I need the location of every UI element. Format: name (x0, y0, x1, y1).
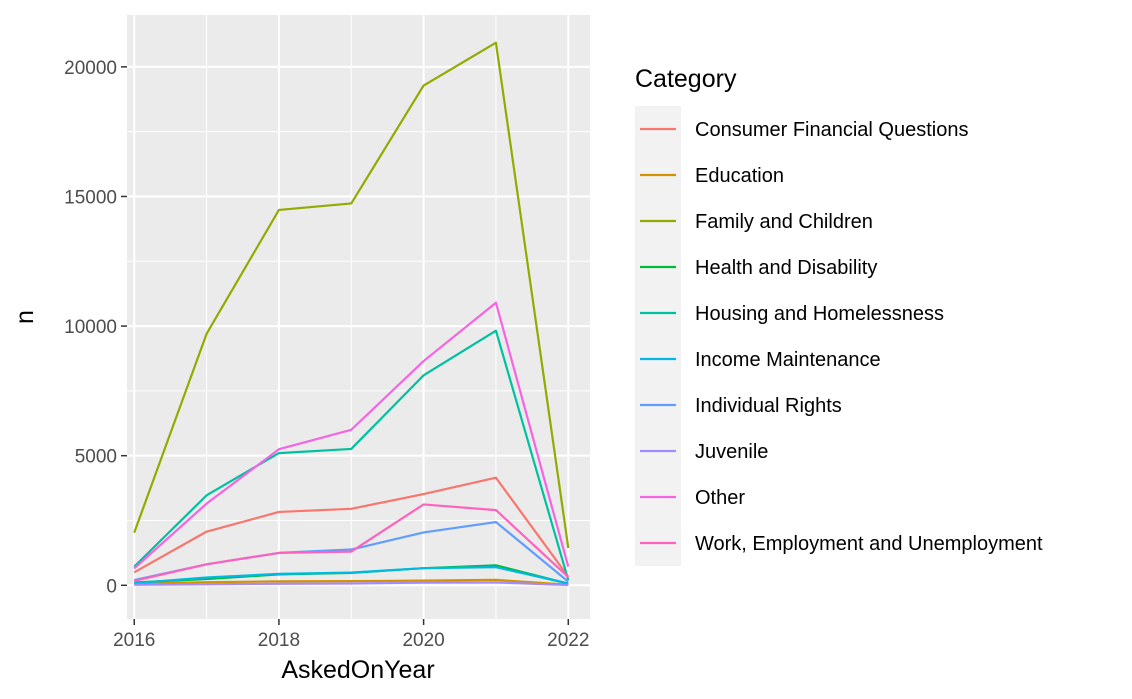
x-tick-label: 2022 (547, 630, 589, 651)
legend-label-housing-and-homelessness: Housing and Homelessness (695, 303, 944, 325)
minor-gridlines (127, 15, 590, 619)
series-line-education (134, 578, 569, 586)
legend-label-other: Other (695, 487, 745, 509)
plot-panel (127, 15, 590, 619)
legend-label-individual-rights: Individual Rights (695, 395, 842, 417)
series-line-work-employment-and-unemployment (133, 503, 570, 582)
series-lines (133, 41, 570, 587)
x-axis-title: AskedOnYear (281, 656, 434, 684)
series-line-consumer-financial-questions (133, 476, 570, 578)
y-tick-label: 5000 (75, 447, 117, 468)
y-tick-label: 15000 (64, 187, 117, 208)
legend-label-family-and-children: Family and Children (695, 211, 873, 233)
legend-label-work-employment-and-unemployment: Work, Employment and Unemployment (695, 533, 1043, 555)
y-tick-label: 20000 (64, 58, 117, 79)
x-axis-ticks: 2016 2018 2020 2022 (113, 619, 589, 651)
series-line-juvenile (134, 581, 569, 587)
series-line-income-maintenance (134, 566, 569, 585)
legend-label-juvenile: Juvenile (695, 441, 768, 463)
legend-label-education: Education (695, 165, 784, 187)
x-tick-label: 2016 (113, 630, 155, 651)
y-tick-label: 10000 (64, 317, 117, 338)
legend: Category Consumer Financial Questions Edu… (635, 65, 1043, 566)
series-line-housing-and-homelessness (133, 329, 570, 581)
y-axis-title: n (11, 310, 39, 324)
major-gridlines (127, 15, 590, 619)
legend-label-income-maintenance: Income Maintenance (695, 349, 881, 371)
x-tick-label: 2018 (258, 630, 300, 651)
legend-label-consumer-financial-questions: Consumer Financial Questions (695, 119, 968, 141)
y-axis-ticks: 0 5000 10000 15000 20000 (64, 58, 127, 597)
legend-items: Consumer Financial Questions Education Fam… (640, 119, 1043, 555)
y-tick-label: 0 (106, 576, 117, 597)
series-line-family-and-children (133, 41, 570, 549)
legend-label-health-and-disability: Health and Disability (695, 257, 877, 279)
legend-title: Category (635, 65, 737, 93)
legend-key-background (635, 106, 681, 566)
series-line-other (133, 301, 570, 570)
x-tick-label: 2020 (402, 630, 444, 651)
